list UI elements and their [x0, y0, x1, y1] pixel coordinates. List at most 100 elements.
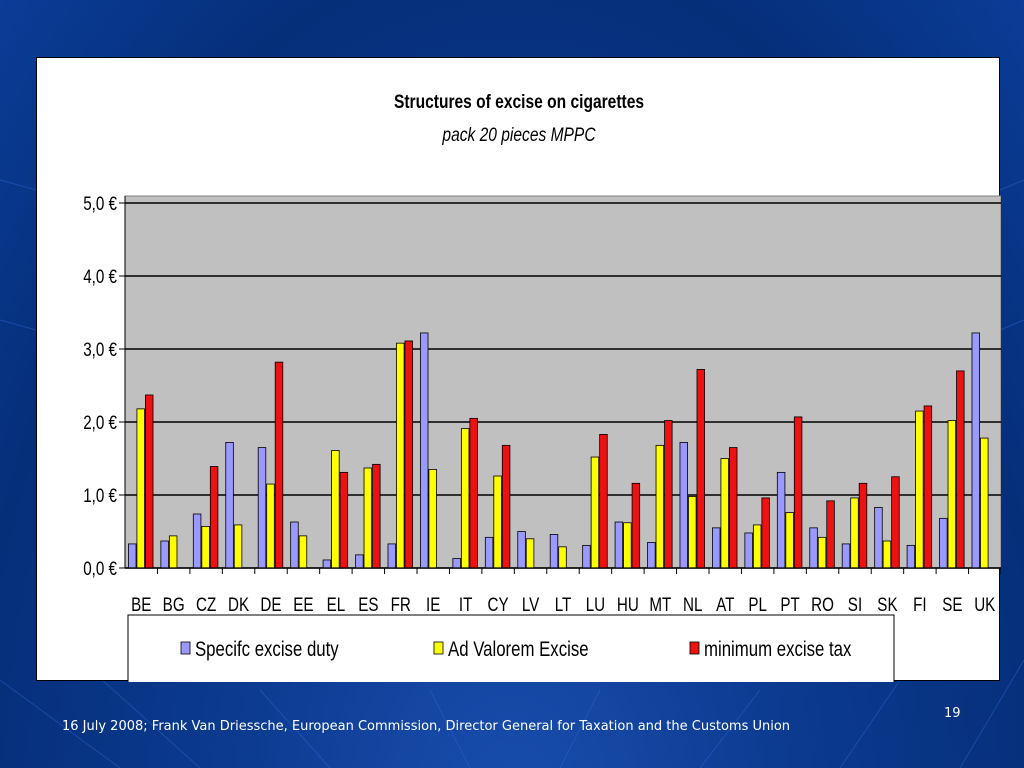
bar: [582, 544, 591, 569]
chart-title: Structures of excise on cigarettes: [394, 91, 644, 113]
bar: [404, 340, 413, 569]
x-tick-label: FI: [913, 593, 927, 615]
bar: [501, 444, 511, 569]
y-tick-label: 1,0 €: [83, 484, 117, 506]
x-tick-label: CZ: [196, 593, 216, 615]
bar: [298, 535, 308, 569]
bar: [387, 543, 396, 569]
chart-subtitle: pack 20 pieces MPPC: [442, 124, 596, 146]
legend-label: Ad Valorem Excise: [448, 638, 589, 661]
bar: [549, 534, 559, 569]
bar: [939, 517, 948, 569]
chart-panel: Structures of excise on cigarettes pack 2…: [36, 57, 1001, 682]
bar: [858, 482, 868, 569]
bar: [331, 450, 340, 569]
x-tick-label: EE: [293, 593, 313, 615]
bar: [209, 466, 219, 569]
legend-label: minimum excise tax: [704, 638, 852, 661]
bar: [290, 521, 299, 569]
x-tick-label: EL: [327, 593, 346, 615]
x-tick-label: PL: [748, 593, 767, 615]
bar: [396, 342, 405, 569]
bar: [257, 447, 267, 569]
bar: [785, 512, 794, 569]
y-tick-label: 5,0 €: [83, 192, 117, 214]
bar: [841, 543, 851, 569]
bar: [809, 527, 818, 569]
legend-swatch: [180, 641, 191, 655]
bar: [623, 522, 632, 569]
bar: [655, 444, 665, 569]
bar: [428, 469, 437, 569]
x-tick-label: RO: [811, 593, 834, 615]
bar: [761, 497, 770, 569]
bar: [817, 536, 827, 569]
bar: [363, 467, 373, 569]
bar: [744, 532, 753, 569]
x-tick-label: SK: [877, 593, 898, 615]
bar: [322, 559, 332, 569]
bar: [688, 496, 697, 569]
x-tick-label: DK: [228, 593, 250, 615]
bar: [850, 497, 859, 569]
bar: [160, 540, 169, 569]
bar: [274, 361, 284, 569]
x-tick-label: UK: [974, 593, 996, 615]
bar: [469, 417, 478, 569]
x-tick-label: DE: [260, 593, 281, 615]
bar: [420, 332, 429, 569]
x-tick-label: PT: [780, 593, 800, 615]
bar: [947, 420, 957, 569]
x-tick-label: NL: [683, 593, 702, 615]
slide-footer: 16 July 2008; Frank Van Driessche, Europ…: [62, 719, 791, 734]
bar: [882, 540, 892, 569]
bar: [891, 476, 900, 569]
x-tick-label: AT: [716, 593, 735, 615]
bar: [558, 546, 567, 569]
bar: [712, 527, 721, 569]
bar: [647, 542, 656, 569]
x-tick-label: FR: [391, 593, 411, 615]
bar: [525, 538, 535, 569]
bar: [355, 554, 364, 569]
y-tick-label: 0,0 €: [83, 557, 117, 579]
bar: [484, 536, 494, 569]
bar: [679, 442, 688, 569]
bar: [729, 447, 738, 569]
bar: [590, 456, 600, 569]
x-tick-label: SE: [942, 593, 962, 615]
bar-chart: Structures of excise on cigarettes pack 2…: [83, 91, 1001, 682]
bar: [266, 483, 275, 569]
bar: [460, 428, 470, 569]
bar: [971, 332, 980, 569]
x-tick-label: IE: [426, 593, 440, 615]
bar: [493, 475, 502, 569]
bar: [752, 524, 762, 569]
legend-swatch: [689, 641, 700, 655]
y-tick-label: 2,0 €: [83, 411, 117, 433]
x-tick-label: BG: [163, 593, 185, 615]
bar: [793, 416, 803, 569]
legend-label: Specifc excise duty: [195, 638, 339, 661]
bar: [339, 471, 349, 569]
x-tick-label: SI: [848, 593, 862, 615]
x-tick-label: ES: [358, 593, 378, 615]
bar: [980, 437, 989, 569]
bar: [452, 558, 461, 569]
bar: [372, 463, 381, 569]
bar: [631, 482, 641, 569]
bar: [906, 544, 916, 569]
x-tick-label: LV: [522, 593, 540, 615]
legend: [127, 614, 895, 682]
x-tick-label: CY: [488, 593, 510, 615]
bar: [664, 420, 673, 569]
bar: [826, 500, 835, 569]
x-tick-label: LU: [586, 593, 605, 615]
bar: [874, 507, 883, 569]
x-tick-label: BE: [131, 593, 151, 615]
bar: [720, 458, 729, 569]
bar: [233, 524, 243, 569]
x-tick-label: IT: [459, 593, 473, 615]
bar: [201, 525, 210, 569]
plot-area: [124, 195, 1001, 569]
